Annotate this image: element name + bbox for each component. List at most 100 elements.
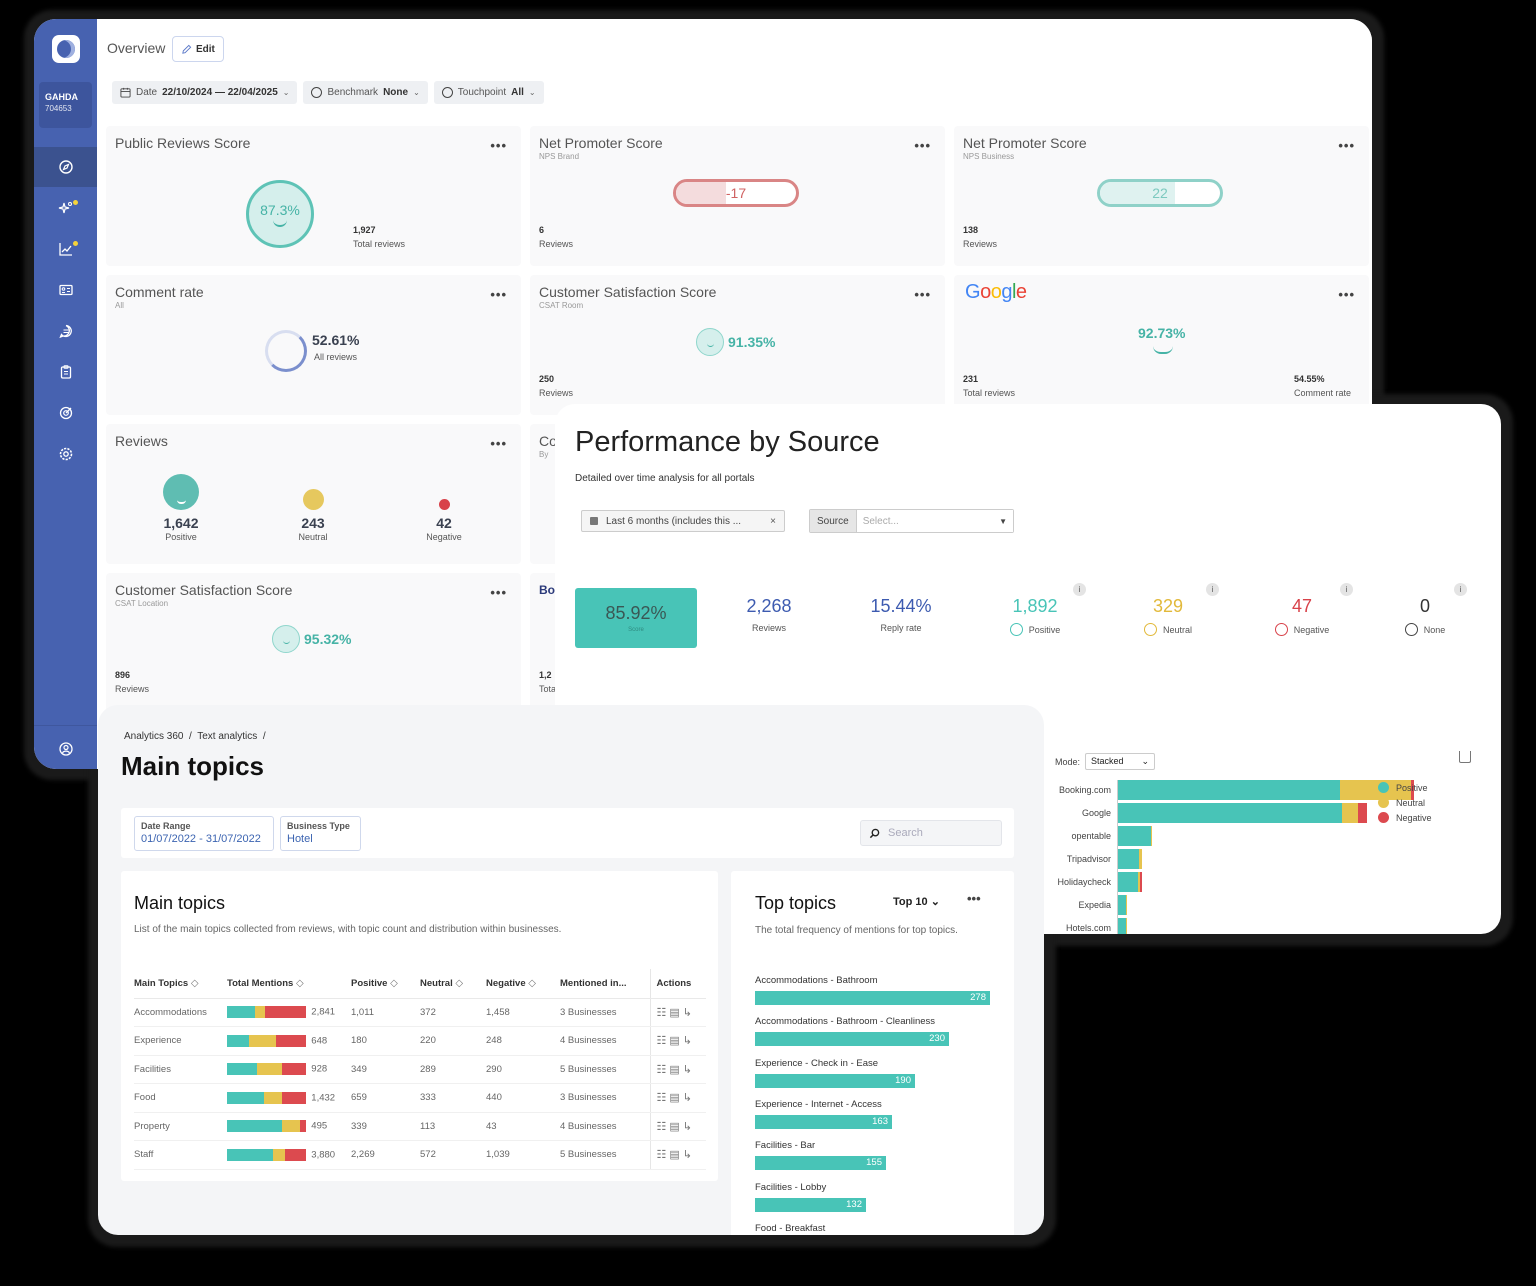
drilldown-arrow-icon[interactable]: ↳: [682, 1063, 692, 1076]
neutral-label: Neutral: [298, 532, 328, 542]
column-header[interactable]: Neutral ◇: [420, 969, 486, 999]
bar-segment-positive[interactable]: [1118, 826, 1151, 846]
business-type-filter[interactable]: Business Type Hotel: [280, 816, 361, 851]
comment-icon[interactable]: ▤: [669, 1092, 680, 1105]
info-icon[interactable]: i: [1454, 583, 1467, 596]
legend-neutral[interactable]: Neutral: [1378, 795, 1432, 810]
comment-icon[interactable]: ▤: [669, 1120, 680, 1133]
hierarchy-icon[interactable]: ☷: [656, 1063, 667, 1076]
table-row[interactable]: Food 1,432 659 333 440 3 Businesses ☷ ▤ ↳: [134, 1083, 706, 1113]
comment-icon[interactable]: ▤: [669, 1149, 680, 1162]
date-range-filter[interactable]: Last 6 months (includes this ... ×: [581, 510, 785, 532]
bar-segment-neutral[interactable]: [1139, 849, 1142, 869]
more-menu-button[interactable]: •••: [1338, 138, 1355, 153]
sentiment-bar: [227, 1148, 306, 1161]
sidebar-item-profile[interactable]: [34, 729, 97, 769]
comment-icon[interactable]: ▤: [669, 1035, 680, 1048]
bar-segment-negative[interactable]: [1358, 803, 1368, 823]
breadcrumb-item[interactable]: Text analytics: [197, 731, 258, 742]
clear-icon[interactable]: ×: [770, 515, 776, 527]
bar-segment-positive[interactable]: [1118, 918, 1126, 934]
column-header[interactable]: Positive ◇: [351, 969, 420, 999]
drilldown-arrow-icon[interactable]: ↳: [682, 1092, 692, 1105]
account-switcher[interactable]: GAHDA 704653: [39, 82, 92, 128]
info-icon[interactable]: i: [1340, 583, 1353, 596]
neutral-count: 113: [420, 1112, 486, 1141]
edit-label: Edit: [196, 43, 215, 55]
bar-segment-neutral[interactable]: [1151, 826, 1153, 846]
bar-segment-negative[interactable]: [1411, 780, 1414, 800]
more-menu-button[interactable]: •••: [967, 891, 981, 906]
bar-segment-positive[interactable]: [1118, 780, 1340, 800]
bar-segment-positive[interactable]: [1118, 803, 1343, 823]
more-menu-button[interactable]: •••: [490, 287, 507, 302]
sidebar-item-settings[interactable]: [34, 434, 97, 474]
table-row[interactable]: Experience 648 180 220 248 4 Businesses ☷ ▤ ↳: [134, 1026, 706, 1056]
sidebar-item-surveys[interactable]: [34, 352, 97, 392]
top-topic-item[interactable]: Experience - Check in - Ease 190: [755, 1058, 915, 1088]
drilldown-arrow-icon[interactable]: ↳: [682, 1149, 692, 1162]
source-input[interactable]: Select... ▼: [856, 510, 1013, 532]
top-topic-item[interactable]: Facilities - Bar 155: [755, 1140, 886, 1171]
download-icon[interactable]: [1459, 751, 1471, 763]
sidebar-item-messages[interactable]: [34, 311, 97, 351]
more-menu-button[interactable]: •••: [490, 436, 507, 451]
info-icon[interactable]: i: [1073, 583, 1086, 596]
hierarchy-icon[interactable]: ☷: [656, 1006, 667, 1019]
drilldown-arrow-icon[interactable]: ↳: [682, 1120, 692, 1133]
more-menu-button[interactable]: •••: [490, 138, 507, 153]
top-topic-item[interactable]: Experience - Internet - Access 163: [755, 1099, 892, 1129]
hierarchy-icon[interactable]: ☷: [656, 1120, 667, 1133]
sidebar-item-analytics[interactable]: [34, 229, 97, 269]
top-n-select[interactable]: Top 10 ⌄: [893, 896, 940, 908]
breadcrumb-item[interactable]: Analytics 360: [124, 731, 184, 742]
bar-segment-positive[interactable]: [1118, 849, 1140, 869]
bar-segment-neutral[interactable]: [1137, 872, 1141, 892]
more-menu-button[interactable]: •••: [1338, 287, 1355, 302]
column-header[interactable]: Main Topics ◇: [134, 969, 227, 999]
bar-segment-positive[interactable]: [1118, 895, 1126, 915]
hierarchy-icon[interactable]: ☷: [656, 1149, 667, 1162]
mode-select[interactable]: Stacked ⌄: [1085, 753, 1156, 770]
top-topic-item[interactable]: Accommodations - Bathroom - Cleanliness 2…: [755, 1016, 949, 1047]
column-header[interactable]: Total Mentions ◇: [227, 969, 351, 999]
table-row[interactable]: Accommodations 2,841 1,011 372 1,458 3 Busin…: [134, 998, 706, 1027]
table-row[interactable]: Staff 3,880 2,269 572 1,039 5 Businesses ☷ ▤ ↳: [134, 1140, 706, 1170]
sidebar-item-contacts[interactable]: [34, 270, 97, 310]
bar-segment-neutral[interactable]: [1339, 780, 1412, 800]
sidebar-item-insights[interactable]: [34, 188, 97, 228]
bar-segment-positive[interactable]: [1118, 872, 1138, 892]
top-topic-item[interactable]: Accommodations - Bathroom 278: [755, 975, 990, 1005]
top-topic-item[interactable]: Facilities - Lobby 132: [755, 1182, 866, 1212]
comment-icon[interactable]: ▤: [669, 1006, 680, 1019]
drilldown-arrow-icon[interactable]: ↳: [682, 1006, 692, 1019]
more-menu-button[interactable]: •••: [914, 138, 931, 153]
touchpoint-filter[interactable]: Touchpoint All ⌄: [433, 81, 544, 104]
legend-positive[interactable]: Positive: [1378, 780, 1432, 795]
more-menu-button[interactable]: •••: [914, 287, 931, 302]
table-row[interactable]: Facilities 928 349 289 290 5 Businesses ☷ ▤ ↳: [134, 1055, 706, 1084]
sidebar-item-overview[interactable]: [34, 147, 97, 187]
sidebar-item-goals[interactable]: [34, 393, 97, 433]
info-icon[interactable]: i: [1206, 583, 1219, 596]
column-header[interactable]: Negative ◇: [486, 969, 560, 999]
edit-button[interactable]: Edit: [172, 36, 224, 62]
bar-segment-negative[interactable]: [1140, 872, 1142, 892]
app-logo[interactable]: [52, 35, 80, 63]
bar-segment-neutral[interactable]: [1125, 895, 1128, 915]
table-row[interactable]: Property 495 339 113 43 4 Businesses ☷ ▤ ↳: [134, 1112, 706, 1141]
bar-segment-neutral[interactable]: [1342, 803, 1359, 823]
source-select[interactable]: Source Select... ▼: [809, 509, 1014, 533]
hierarchy-icon[interactable]: ☷: [656, 1092, 667, 1105]
top-topic-item[interactable]: Food - Breakfast: [755, 1223, 825, 1234]
hierarchy-icon[interactable]: ☷: [656, 1035, 667, 1048]
comment-icon[interactable]: ▤: [669, 1063, 680, 1076]
date-filter[interactable]: Date 22/10/2024 — 22/04/2025 ⌄: [112, 81, 298, 104]
benchmark-filter[interactable]: Benchmark None ⌄: [303, 81, 428, 104]
bar-segment-neutral[interactable]: [1125, 918, 1128, 934]
date-range-filter[interactable]: Date Range 01/07/2022 - 31/07/2022: [134, 816, 274, 851]
search-input[interactable]: Search: [860, 820, 1002, 846]
legend-negative[interactable]: Negative: [1378, 810, 1432, 825]
drilldown-arrow-icon[interactable]: ↳: [682, 1035, 692, 1048]
more-menu-button[interactable]: •••: [490, 585, 507, 600]
